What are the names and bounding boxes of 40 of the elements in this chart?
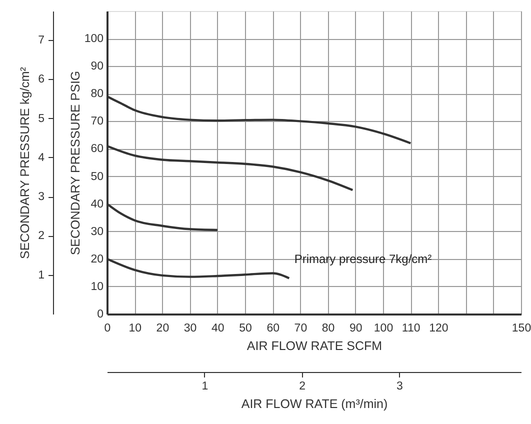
x-tick-label: 10 — [128, 322, 142, 334]
y-tick-label: 0 — [97, 308, 104, 320]
y2-tick-label: 3 — [38, 191, 44, 204]
x-tick-label: 110 — [402, 322, 420, 334]
y-axis-title: SECONDARY PRESSURE PSIG — [68, 70, 82, 256]
x-tick-label: 40 — [212, 322, 224, 334]
x-tick-label: 100 — [374, 322, 394, 334]
y2-tick-label: 4 — [38, 152, 46, 164]
y-tick-label: 30 — [90, 226, 104, 238]
x2-tick-label: 2 — [299, 380, 306, 392]
x-axis-title: AIR FLOW RATE SCFM — [246, 339, 382, 353]
y2-tick-label: 1 — [38, 269, 44, 282]
y2-tick-label: 2 — [38, 230, 44, 242]
y2-tick-label: 6 — [38, 74, 44, 86]
y2-tick-label: 5 — [38, 112, 44, 125]
y-tick-label: 20 — [90, 253, 104, 266]
y-tick-label: 90 — [90, 60, 104, 73]
x-tick-label: 120 — [429, 322, 448, 334]
y2-tick-label: 7 — [38, 34, 44, 46]
y-tick-label: 60 — [90, 143, 104, 156]
y-tick-label: 100 — [84, 33, 104, 46]
annotation: Primary pressure 7kg/cm² — [294, 252, 432, 266]
y-tick-label: 50 — [90, 170, 104, 183]
x-tick-label: 30 — [184, 322, 197, 334]
y-tick-label: 70 — [90, 116, 104, 128]
x2-tick-label: 1 — [202, 380, 208, 392]
x-tick-label: 20 — [156, 322, 170, 334]
y-tick-label: 40 — [90, 198, 104, 210]
y-tick-label: 80 — [90, 88, 104, 100]
x-tick-label: 80 — [322, 322, 335, 334]
y-tick-label: 10 — [90, 280, 104, 293]
x2-axis-title: AIR FLOW RATE (m³/min) — [241, 397, 388, 411]
x-tick-label: 50 — [239, 322, 252, 334]
y2-axis-title: SECONDARY PRESSURE kg/cm² — [18, 67, 32, 259]
x-tick-label: 150 — [512, 322, 531, 334]
x-tick-label: 70 — [294, 322, 308, 334]
x2-tick-label: 3 — [396, 380, 403, 392]
x-tick-label: 90 — [350, 322, 362, 334]
x-tick-label: 60 — [266, 322, 280, 334]
x-tick-label: 0 — [104, 322, 111, 334]
